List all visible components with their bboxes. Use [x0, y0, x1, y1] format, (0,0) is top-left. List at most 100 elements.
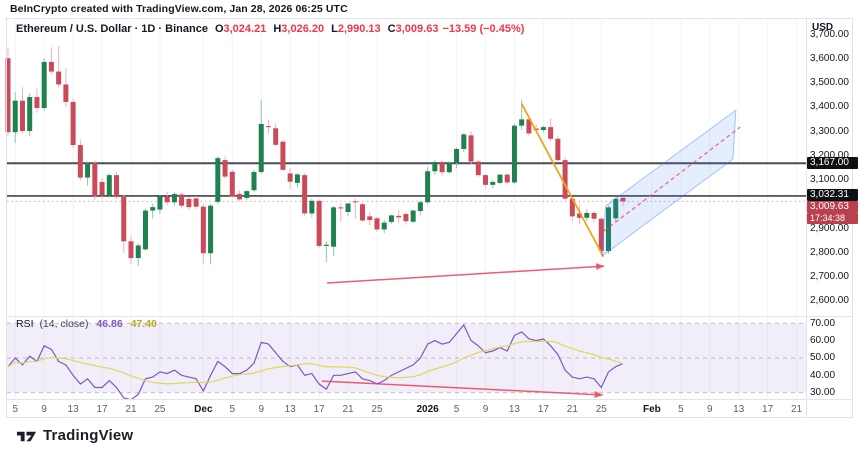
candle-body	[287, 173, 293, 182]
candle-body	[186, 198, 192, 208]
candle-body	[540, 127, 546, 131]
candle-body	[504, 174, 510, 183]
rsi-trend-arrow-head	[594, 391, 603, 399]
rsi-params: (14, close)	[39, 318, 89, 330]
time-tick: Dec	[194, 404, 213, 415]
price-tick: 3,500.00	[810, 77, 849, 88]
rsi-tick: 40.00	[810, 369, 836, 381]
time-tick: 9	[707, 404, 713, 415]
candle-body	[200, 206, 206, 254]
candle-body	[215, 158, 221, 202]
candle-body	[526, 119, 532, 134]
price-badge-level2: 3,032.31	[807, 189, 858, 202]
price-tick: 3,300.00	[810, 125, 849, 137]
candle-body	[352, 201, 358, 203]
time-tick: 13	[284, 404, 296, 415]
candle-body	[569, 198, 575, 217]
candle-body	[251, 171, 257, 191]
candle-body	[598, 218, 604, 252]
candle-body	[323, 244, 329, 246]
rsi-ma-value: 47.40	[130, 318, 157, 330]
ohlc-values: O3,024.21 H3,026.20 L2,990.13 C3,009.63	[208, 23, 439, 35]
candle-body	[121, 196, 127, 242]
candle-body	[403, 213, 409, 222]
rsi-indicator-legend[interactable]: RSI (14, close) 46.86 47.40	[16, 318, 157, 330]
candle-body	[193, 198, 199, 207]
candle-body	[302, 175, 308, 214]
time-tick: 13	[67, 404, 79, 415]
candle-body	[562, 160, 568, 199]
change-value: −13.59 (−0.45%)	[442, 23, 525, 35]
tradingview-logo[interactable]: TradingView	[16, 427, 133, 444]
rsi-tick: 70.00	[810, 317, 836, 329]
candle-body	[157, 196, 163, 210]
candle-body	[316, 200, 322, 246]
candle-body	[548, 127, 554, 139]
candle-body	[244, 191, 250, 198]
candle-body	[114, 175, 120, 197]
candle-body	[584, 212, 590, 218]
projected-channel	[601, 109, 737, 258]
candle-body	[106, 175, 112, 196]
time-tick: 9	[258, 404, 264, 415]
candle-body	[63, 84, 69, 102]
candle-body	[56, 71, 62, 85]
time-tick: 17	[762, 404, 774, 415]
symbol-bar[interactable]: Ethereum / U.S. Dollar · 1D · Binance O3,…	[16, 23, 524, 35]
candle-body	[164, 196, 170, 203]
tradingview-mark-icon	[16, 431, 37, 441]
candle-body	[475, 161, 481, 176]
candle-body	[446, 163, 452, 173]
price-tick: 3,700.00	[810, 28, 849, 40]
candle-body	[273, 128, 279, 145]
channel-midline	[603, 126, 741, 232]
ohlc-item: C3,009.63	[387, 23, 439, 35]
price-trend-arrow-head	[595, 263, 605, 271]
time-tick: 17	[313, 404, 325, 415]
candle-body	[345, 203, 351, 212]
time-tick: 9	[41, 404, 47, 415]
candle-body	[142, 210, 148, 250]
time-tick: 21	[342, 404, 354, 415]
candle-body	[171, 194, 177, 203]
candle-body	[461, 134, 467, 149]
rsi-line	[7, 323, 624, 401]
candle-body	[208, 205, 214, 254]
candle-body	[229, 171, 235, 197]
candle-body	[85, 163, 91, 178]
candle-body	[19, 100, 25, 131]
price-badge-level1: 3,167.00	[807, 157, 858, 170]
price-tick: 2,900.00	[810, 222, 849, 234]
candle-body	[237, 194, 243, 200]
candle-body	[41, 61, 47, 108]
price-tick: 2,700.00	[810, 271, 849, 282]
candle-body	[331, 207, 337, 247]
candle-body	[613, 198, 619, 219]
candle-body	[265, 126, 271, 128]
candle-body	[454, 148, 460, 164]
ohlc-item: L2,990.13	[331, 23, 381, 35]
candle-body	[555, 138, 561, 161]
time-tick: 17	[537, 404, 549, 415]
price-tick: 3,400.00	[810, 101, 849, 113]
time-tick: 5	[12, 404, 19, 415]
candle-body	[425, 171, 431, 203]
candle-body	[439, 162, 445, 173]
rsi-band	[7, 323, 806, 393]
candle-body	[490, 181, 496, 185]
rsi-name: RSI	[16, 318, 34, 330]
candle-body	[99, 181, 105, 196]
time-tick: 21	[566, 404, 578, 415]
currency-label: USD	[812, 22, 834, 33]
candle-body	[48, 61, 54, 72]
price-tick: 2,600.00	[810, 295, 849, 307]
price-tick: 3,100.00	[810, 174, 849, 185]
price-trend-arrow	[327, 265, 605, 284]
candle-body	[410, 210, 416, 222]
ohlc-item: O3,024.21	[214, 23, 267, 35]
candle-body	[620, 197, 626, 202]
tradingview-wordmark: TradingView	[43, 427, 134, 444]
candle-body	[591, 212, 597, 219]
time-tick: 5	[678, 404, 684, 415]
